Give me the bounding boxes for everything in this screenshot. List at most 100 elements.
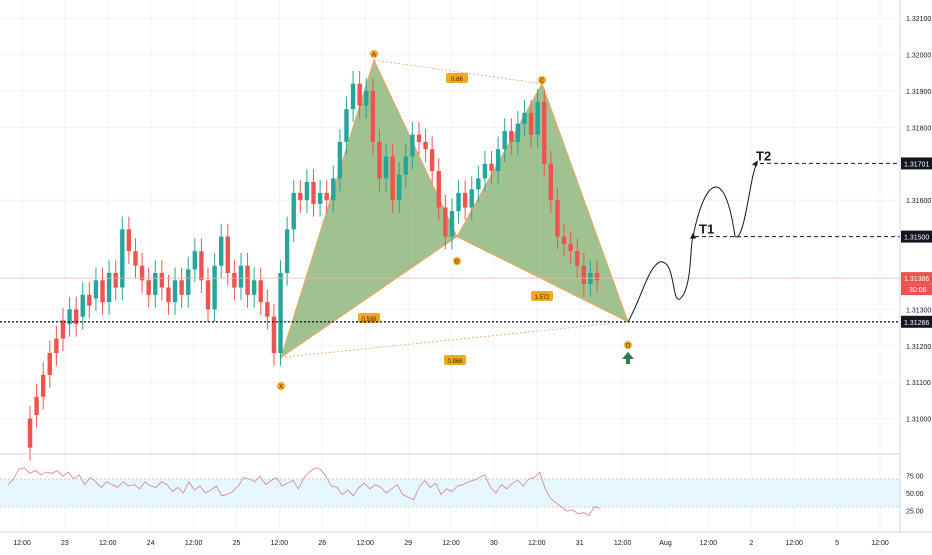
time-tick: 23 [61,540,69,547]
candle-body [27,418,33,448]
point-label-bg [370,50,378,58]
point-label-bg [453,257,461,265]
candle-body [337,141,343,179]
candle-body [67,309,72,324]
candle-body [489,163,494,172]
harmonic-pattern: 0.599 0.86 1.572 0.868 X A B C D [277,50,634,391]
point-label: B [455,260,459,266]
candle-body [581,265,587,284]
candle-body [199,251,204,281]
candle-body [317,192,323,204]
candle-body [469,189,474,208]
candle-body [575,251,580,266]
candle-body [515,123,521,142]
candle-body [166,287,171,303]
point-label-bg [277,382,285,390]
candle-body [93,280,99,299]
candle-body [561,236,567,244]
price-tick: 1.31200 [906,344,931,351]
target-label: T2 [756,148,771,163]
candle-body [60,320,66,339]
candle-body [423,141,428,150]
candle-body [594,273,600,281]
projection-path-2 [692,163,758,238]
candle-body [522,112,527,124]
candle-body [225,236,230,273]
rsi-band [0,479,900,507]
candle-body [324,192,329,201]
candle-body [40,374,46,397]
candle-body [449,211,455,237]
candle-body [73,309,79,324]
ratio-label-bg [444,355,466,365]
price-tick: 1.31900 [906,89,931,96]
candle-body [120,229,125,288]
ratio-label-bg [446,73,468,83]
time-tick: 12:00 [871,540,889,547]
candle-body [429,149,435,172]
candle-body [265,302,270,317]
candle-body [502,131,507,150]
price-label-bg [901,157,932,170]
price-label: 1.31386 [904,276,929,283]
point-label: D [626,344,631,350]
time-tick: 2 [749,540,753,547]
ratio-label: 1.572 [534,295,550,301]
candle-body [403,156,409,175]
ratio-label: 0.868 [447,359,463,365]
candle-body [548,163,554,201]
candle-body [568,243,573,252]
candle-body [205,280,211,310]
candle-body [179,280,184,295]
point-label: X [279,385,283,391]
rsi-tick: 75.00 [906,474,924,481]
time-tick: 12:00 [356,540,374,547]
price-lines [0,162,900,323]
price-label: 1.31500 [904,235,929,242]
price-tick: 1.31800 [906,125,931,132]
candle-body [397,174,402,201]
candle-body [298,192,303,201]
projection-path-1 [627,236,694,323]
price-label-bg [901,230,932,243]
candle-body [482,163,488,179]
arrow-icon [752,160,758,167]
candle-body [133,251,138,266]
candle-body [456,192,461,212]
candle-body [304,182,310,201]
price-tick: 1.31100 [906,380,931,387]
candle-body [291,192,296,230]
time-tick: 25 [233,540,241,547]
candle-body [476,178,481,190]
price-label-bg [901,272,932,285]
ratio-label: 0.86 [451,77,463,83]
candle-body [410,134,415,157]
candle-body [284,229,290,273]
rsi-panel [0,453,900,516]
time-tick: 12:00 [99,540,117,547]
time-tick: 26 [318,540,326,547]
candle-body [47,353,52,375]
candle-body [172,280,178,303]
price-tick: 1.31300 [906,307,931,314]
candle-body [212,265,217,310]
point-label: C [540,79,545,85]
rsi-line [7,467,601,516]
candle-body [462,192,468,208]
price-label: 1.31701 [904,161,929,168]
candle-body [331,178,336,201]
candle-body [186,269,191,295]
candle-body [370,91,376,142]
candle-body [271,316,277,354]
candle-body [364,91,369,106]
price-tick: 1.31600 [906,198,931,205]
time-tick: 12:00 [442,540,460,547]
candle-body [54,338,59,354]
pattern-ratio-line [373,59,543,85]
price-label: 1.31266 [904,320,929,327]
time-tick: 12:00 [785,540,803,547]
candle-body [278,273,283,354]
projection-path: T1 T2 [627,148,771,323]
